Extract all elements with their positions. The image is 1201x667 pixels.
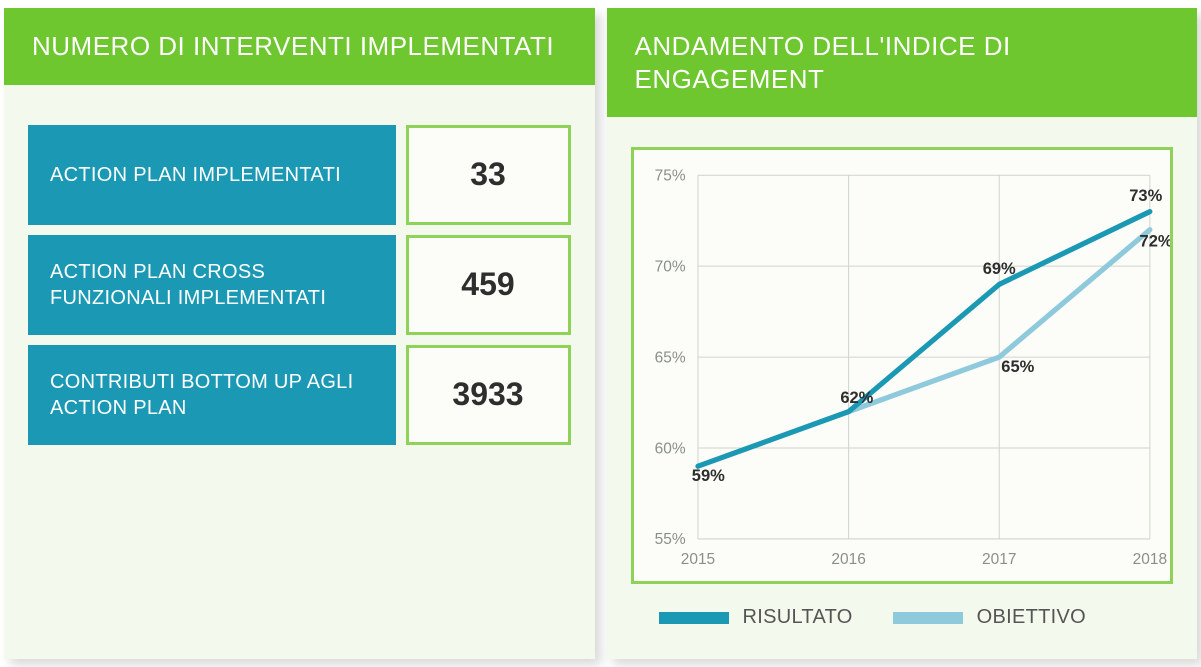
stat-value: 33 (406, 125, 571, 225)
stat-table: ACTION PLAN IMPLEMENTATI 33 ACTION PLAN … (28, 125, 571, 445)
legend-label: OBIETTIVO (977, 606, 1086, 629)
svg-text:69%: 69% (982, 259, 1015, 278)
left-panel: NUMERO DI INTERVENTI IMPLEMENTATI ACTION… (4, 8, 595, 659)
stat-label: ACTION PLAN IMPLEMENTATI (28, 125, 396, 225)
legend-swatch (893, 612, 963, 624)
stat-row: ACTION PLAN CROSS FUNZIONALI IMPLEMENTAT… (28, 235, 571, 335)
svg-text:2015: 2015 (680, 551, 715, 568)
stat-value: 459 (406, 235, 571, 335)
legend-label: RISULTATO (743, 606, 853, 629)
svg-text:62%: 62% (840, 388, 873, 407)
svg-text:73%: 73% (1129, 186, 1162, 205)
svg-text:65%: 65% (654, 349, 685, 366)
svg-text:75%: 75% (654, 167, 685, 184)
left-panel-title: NUMERO DI INTERVENTI IMPLEMENTATI (4, 8, 595, 85)
svg-text:2016: 2016 (831, 551, 865, 568)
stat-row: CONTRIBUTI BOTTOM UP AGLI ACTION PLAN 39… (28, 345, 571, 445)
svg-text:65%: 65% (1001, 357, 1034, 376)
legend-item-risultato: RISULTATO (659, 606, 853, 629)
svg-text:72%: 72% (1139, 231, 1170, 250)
svg-text:55%: 55% (654, 531, 685, 548)
legend-swatch (659, 612, 729, 624)
svg-text:60%: 60% (654, 440, 685, 457)
stat-label: ACTION PLAN CROSS FUNZIONALI IMPLEMENTAT… (28, 235, 396, 335)
left-panel-body: ACTION PLAN IMPLEMENTATI 33 ACTION PLAN … (4, 85, 595, 660)
legend-item-obiettivo: OBIETTIVO (893, 606, 1086, 629)
svg-text:2018: 2018 (1132, 551, 1166, 568)
engagement-line-chart: 55% 60% 65% 70% 75% 2015 2016 2017 2018 59% 62% 69%… (631, 147, 1174, 584)
chart-legend: RISULTATO OBIETTIVO (631, 606, 1174, 629)
stat-label: CONTRIBUTI BOTTOM UP AGLI ACTION PLAN (28, 345, 396, 445)
stat-value: 3933 (406, 345, 571, 445)
svg-text:59%: 59% (691, 466, 724, 485)
right-panel-title: ANDAMENTO DELL'INDICE DI ENGAGEMENT (607, 8, 1198, 117)
right-panel-body: 55% 60% 65% 70% 75% 2015 2016 2017 2018 59% 62% 69%… (607, 117, 1198, 659)
stat-row: ACTION PLAN IMPLEMENTATI 33 (28, 125, 571, 225)
svg-text:2017: 2017 (982, 551, 1016, 568)
svg-text:70%: 70% (654, 258, 685, 275)
right-panel: ANDAMENTO DELL'INDICE DI ENGAGEMENT 55% 6… (607, 8, 1198, 659)
